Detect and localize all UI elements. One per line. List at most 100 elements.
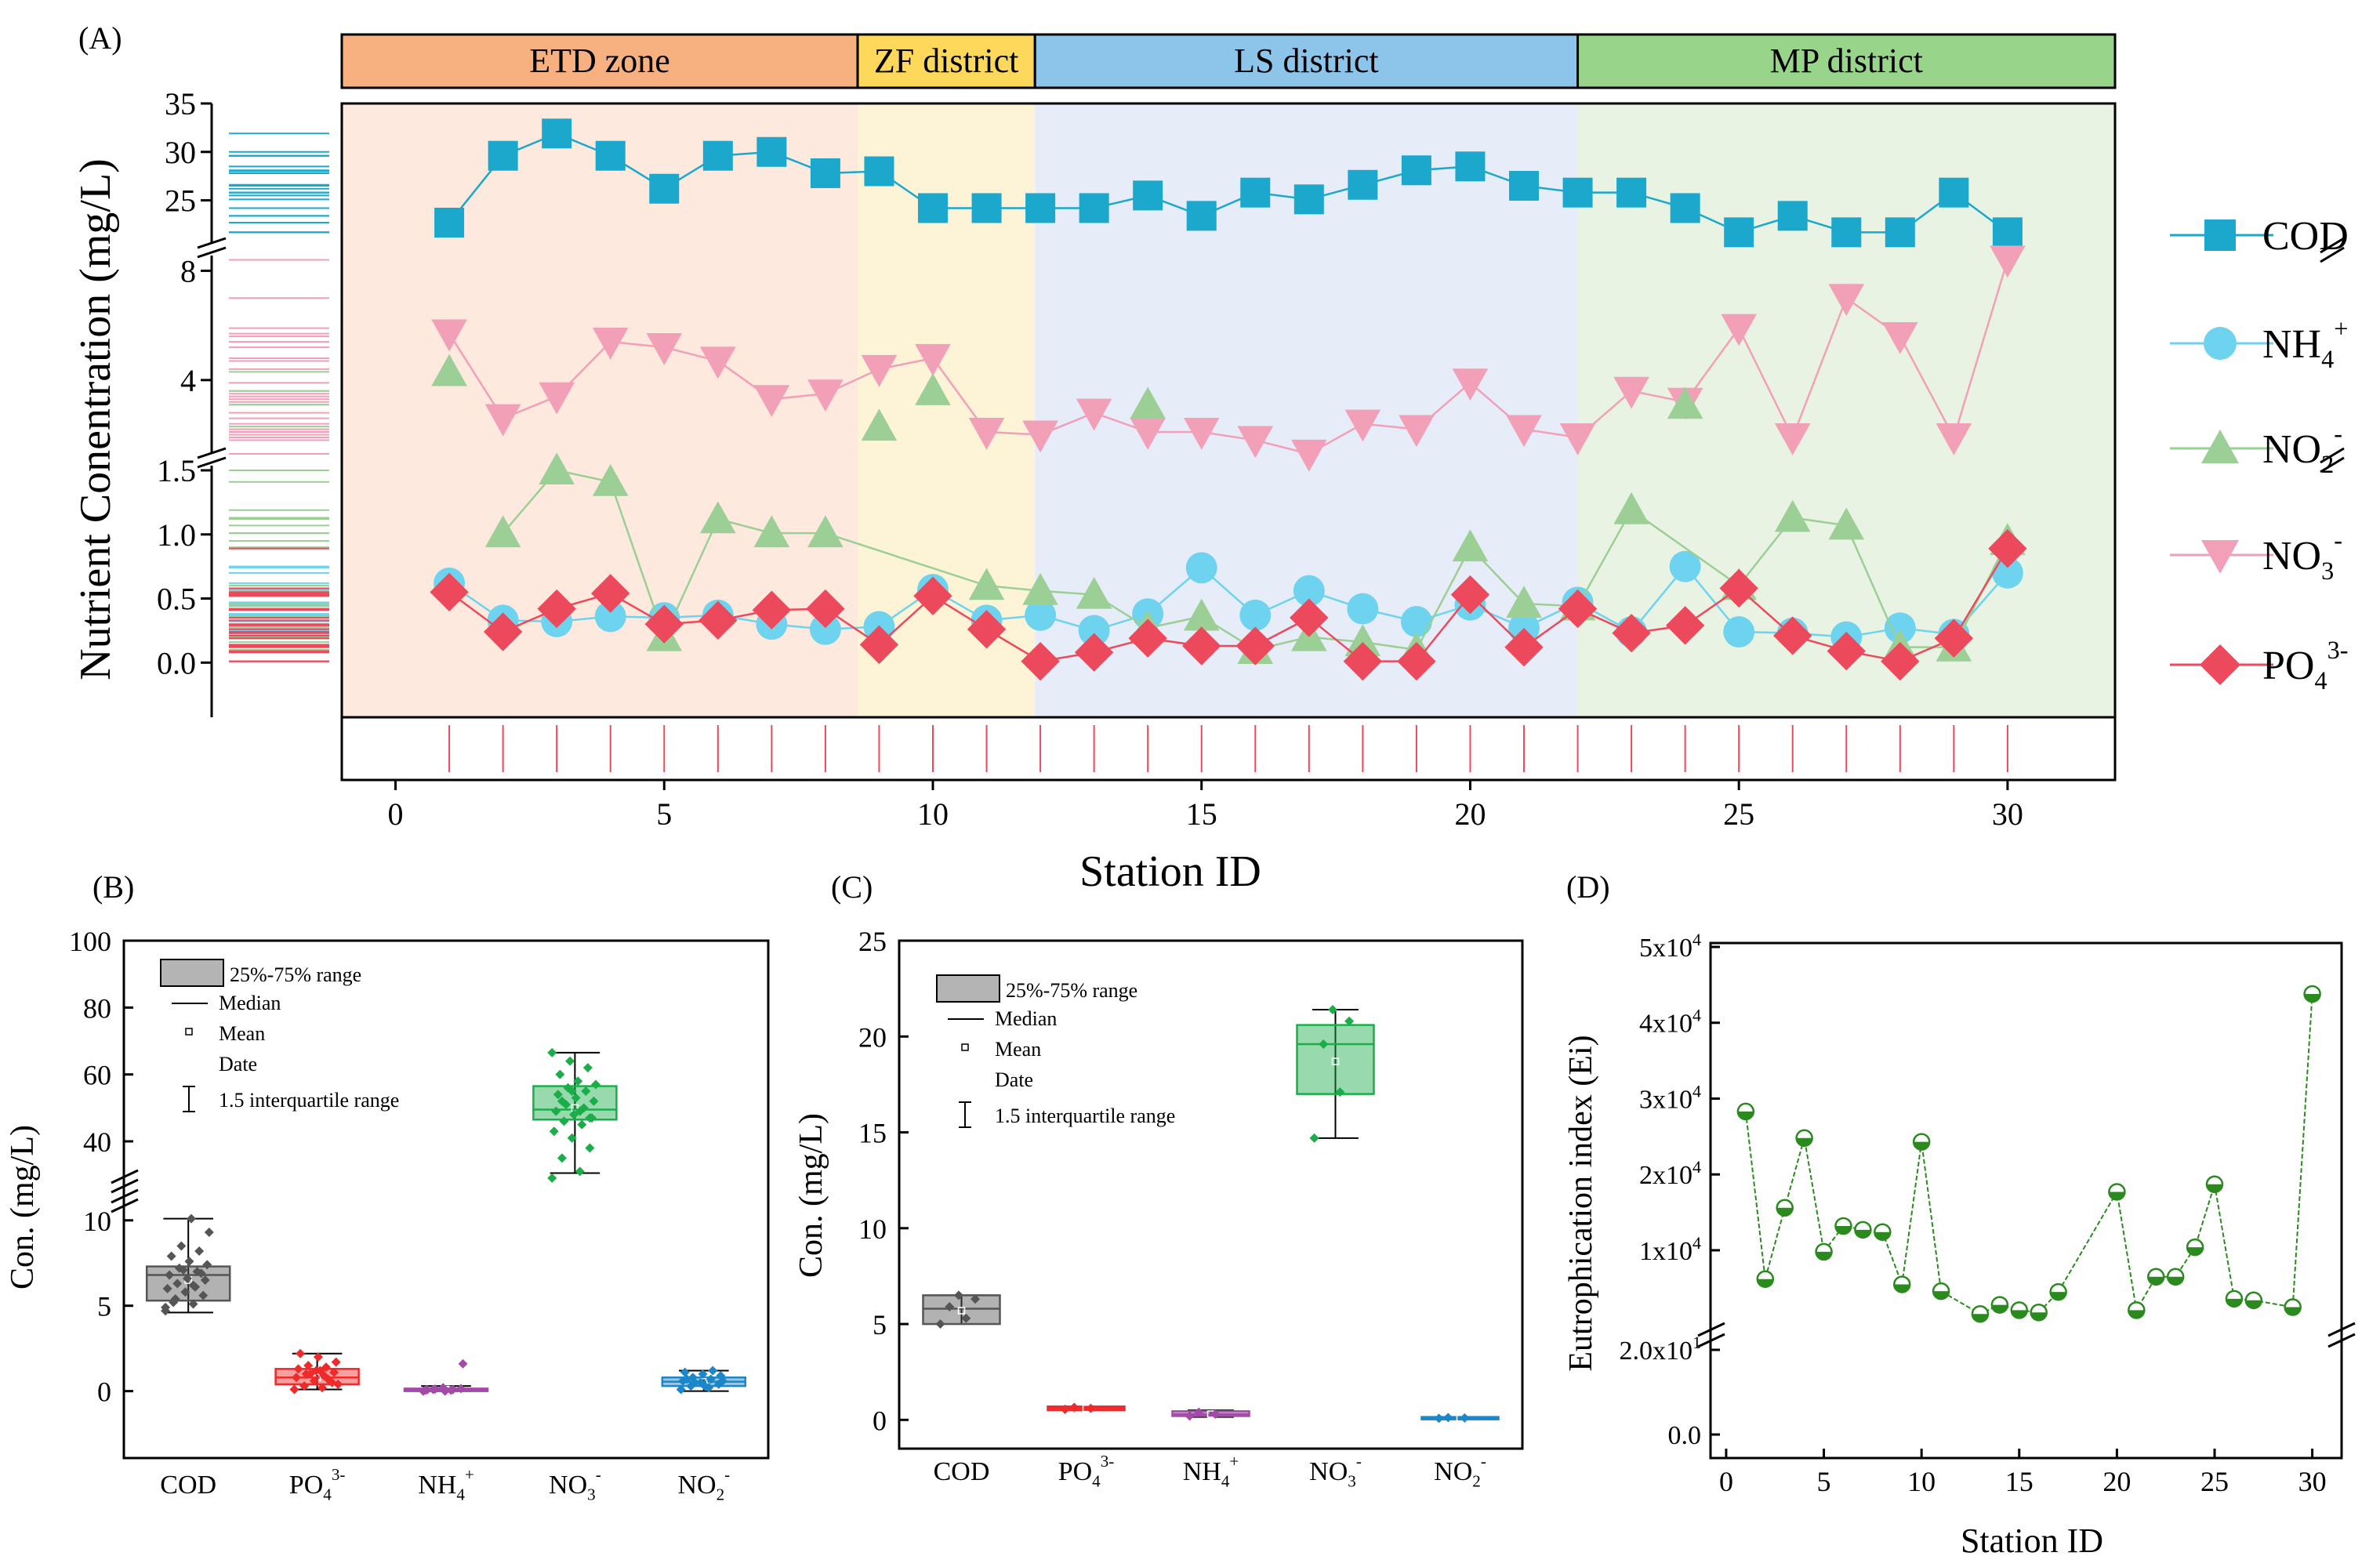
category-label-2-sub: 4 bbox=[456, 1485, 465, 1504]
category-label-0-base: COD bbox=[934, 1457, 990, 1486]
box-data-point bbox=[313, 1352, 323, 1362]
box-data-point bbox=[188, 1280, 198, 1290]
legend-median: Median bbox=[995, 1007, 1057, 1030]
d-point bbox=[1874, 1223, 1892, 1241]
d-break-mark bbox=[1697, 1333, 1725, 1348]
series-point bbox=[1777, 201, 1808, 231]
series-point bbox=[1239, 599, 1272, 631]
series-point bbox=[1293, 184, 1324, 215]
d-y-tick-label: 2x104 bbox=[1639, 1157, 1701, 1190]
series-point bbox=[1291, 439, 1327, 472]
legend-label-1-sub: 4 bbox=[2321, 345, 2334, 373]
d-y-tick-base: 2.0x10 bbox=[1620, 1337, 1693, 1366]
series-point bbox=[1721, 314, 1757, 346]
series-point bbox=[971, 193, 1002, 223]
series-point bbox=[968, 418, 1005, 450]
box-data-point bbox=[182, 1273, 192, 1283]
category-label-1: PO43- bbox=[289, 1465, 346, 1504]
series-point bbox=[702, 140, 733, 171]
box-data-point bbox=[192, 1267, 202, 1277]
legend-median: Median bbox=[219, 992, 281, 1014]
panel-a-y-tick-label: 0.5 bbox=[157, 582, 196, 617]
series-point bbox=[806, 589, 845, 629]
series-point bbox=[1612, 613, 1651, 653]
legend-marker bbox=[2204, 327, 2237, 360]
legend-label-2: NO2- bbox=[2262, 419, 2342, 478]
series-point bbox=[1186, 201, 1217, 231]
box-data-point bbox=[1210, 1409, 1221, 1419]
category-label-1-sub: 4 bbox=[323, 1485, 332, 1504]
category-label-1-base: PO bbox=[1058, 1457, 1092, 1486]
box-data-point bbox=[717, 1376, 727, 1386]
y-break-mark bbox=[111, 1188, 139, 1204]
category-label-3-base: NO bbox=[1309, 1457, 1348, 1486]
category-label-2: NH4+ bbox=[418, 1465, 474, 1504]
d-point bbox=[2244, 1291, 2263, 1310]
d-y-tick-exp: 4 bbox=[1692, 930, 1701, 949]
legend-label-0: COD bbox=[2262, 214, 2349, 259]
series-point bbox=[1885, 217, 1915, 248]
box-data-point bbox=[582, 1063, 593, 1073]
d-y-tick-exp: 4 bbox=[1692, 1081, 1701, 1101]
d-point bbox=[2146, 1268, 2165, 1286]
panel-a-y-rug bbox=[229, 132, 329, 662]
box-body bbox=[1296, 1024, 1375, 1095]
d-point bbox=[2030, 1304, 2048, 1322]
panel-c-frame bbox=[898, 939, 1524, 1450]
legend-label-5-sup: 3- bbox=[2327, 636, 2349, 664]
series-point bbox=[1128, 618, 1167, 658]
series-point bbox=[1990, 245, 2026, 278]
series-point bbox=[484, 404, 521, 437]
box-data-point bbox=[1443, 1413, 1453, 1423]
box-data-point bbox=[333, 1379, 343, 1389]
series-point bbox=[1670, 193, 1700, 223]
d-x-tick-label: 5 bbox=[1817, 1466, 1831, 1497]
series-point bbox=[861, 354, 898, 387]
panel-a-x-tick-label-1: 5 bbox=[656, 796, 672, 832]
panel-d: (D) 0 5 10 15 20 25 301x1042x1043x1044x1045x10… bbox=[1563, 869, 2356, 1560]
box-data-point bbox=[557, 1153, 567, 1163]
category-label-2-sup: + bbox=[1229, 1452, 1239, 1471]
legend-box-swatch bbox=[936, 974, 1000, 1003]
panel-d-body: 0 5 10 15 20 25 301x1042x1043x1044x1045x1040.0… bbox=[1620, 930, 2356, 1497]
panel-d-y-label: Eutrophication index (Ei) bbox=[1563, 1035, 1599, 1371]
panel-a-x-tick-label-2: 10 bbox=[917, 796, 949, 832]
y-tick-label: 10 bbox=[858, 1213, 887, 1245]
series-point bbox=[431, 319, 467, 352]
d-point bbox=[1932, 1282, 1950, 1300]
d-point-half bbox=[1874, 1231, 1891, 1240]
d-point-half bbox=[2030, 1312, 2047, 1321]
box-3 bbox=[1296, 1005, 1375, 1143]
panel-a-label: (A) bbox=[78, 20, 122, 56]
d-y-tick-exp: 1 bbox=[1692, 1333, 1701, 1352]
box-4 bbox=[661, 1366, 747, 1395]
series-point bbox=[1509, 171, 1539, 201]
legend-mean-marker bbox=[185, 1028, 193, 1036]
category-label-2-sub: 4 bbox=[1221, 1472, 1230, 1491]
series-no2- bbox=[484, 452, 2026, 664]
series-point bbox=[1934, 618, 1974, 658]
y-tick-label: 20 bbox=[858, 1021, 887, 1053]
series-point bbox=[700, 501, 736, 534]
series-point bbox=[1025, 599, 1057, 631]
box-data-point bbox=[571, 1093, 581, 1103]
box-data-point bbox=[1460, 1413, 1470, 1423]
box-data-point bbox=[547, 1047, 557, 1057]
d-point-half bbox=[2207, 1184, 2223, 1192]
series-point bbox=[1831, 217, 1862, 248]
zone-label-1: ZF district bbox=[874, 42, 1019, 80]
box-data-point bbox=[430, 1384, 441, 1395]
zone-label-0: ETD zone bbox=[529, 42, 670, 80]
category-label-3-sup: - bbox=[596, 1465, 601, 1484]
series-point bbox=[1344, 409, 1381, 442]
category-label-0: COD bbox=[934, 1457, 990, 1486]
category-label-0: COD bbox=[160, 1471, 216, 1500]
panel-a-y-tick-label: 35 bbox=[165, 86, 196, 122]
d-point-half bbox=[1914, 1141, 1930, 1150]
box-data-point bbox=[557, 1096, 567, 1106]
d-point bbox=[2284, 1298, 2302, 1316]
panel-b-label: (B) bbox=[93, 869, 134, 905]
y-tick-label: 0 bbox=[97, 1377, 111, 1408]
d-point bbox=[2108, 1183, 2126, 1201]
